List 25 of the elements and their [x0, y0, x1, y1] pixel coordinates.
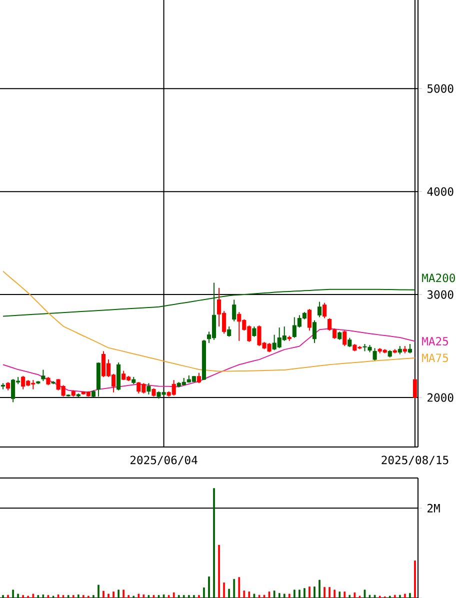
series-label: MA25: [422, 336, 448, 346]
y-tick-label: 2M: [428, 504, 440, 512]
candlestick: [342, 330, 347, 347]
candlestick: [408, 344, 412, 354]
candlestick: [372, 348, 377, 361]
candlestick: [232, 299, 236, 322]
y-tick-label: 4000: [427, 187, 454, 196]
series-label: MA75: [422, 354, 448, 362]
candlestick: [146, 382, 151, 395]
candlestick: [318, 301, 322, 318]
candlestick: [41, 369, 46, 382]
candlestick: [307, 308, 312, 332]
candlestick: [348, 337, 352, 348]
candlestick: [227, 326, 232, 338]
y-tick-label: 3000: [427, 290, 454, 299]
x-tick-label: 2025/06/04: [130, 456, 198, 466]
candlestick: [196, 372, 201, 384]
y-tick-label: 2000: [428, 393, 454, 402]
candlestick: [322, 302, 327, 319]
candlestick: [252, 326, 256, 338]
x-tick-label: 2025/08/15: [382, 456, 448, 466]
candlestick: [312, 320, 317, 344]
candlestick: [412, 378, 418, 399]
series-label: MA200: [422, 274, 455, 282]
y-tick-label: 5000: [428, 84, 454, 93]
